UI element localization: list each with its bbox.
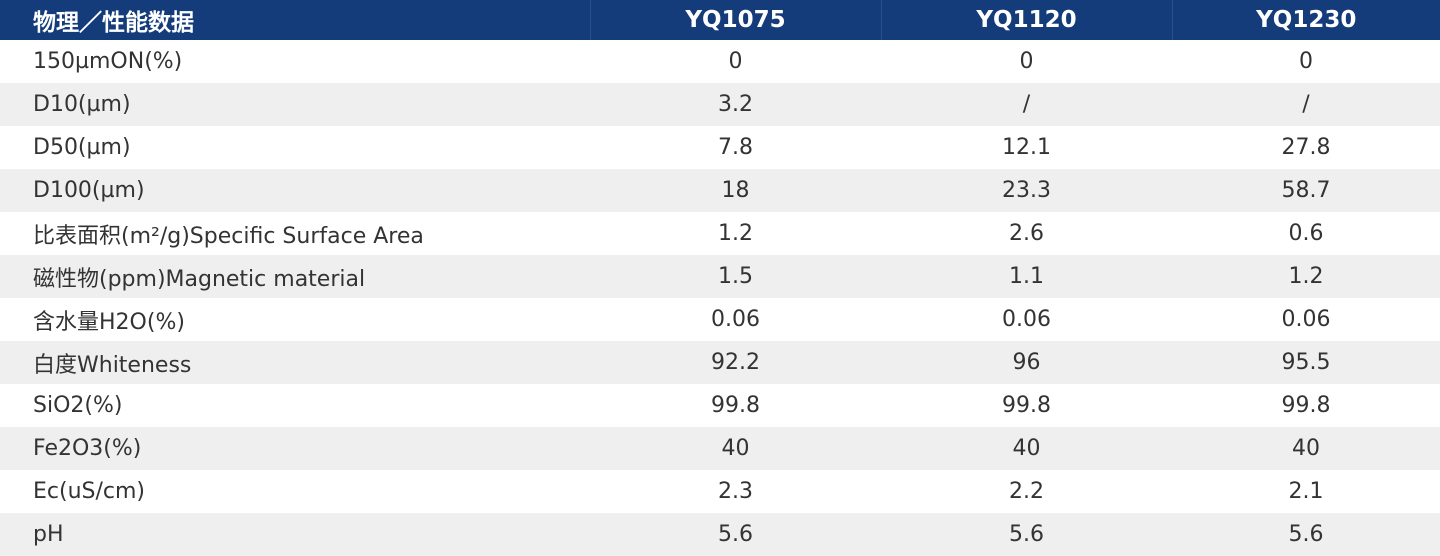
table-row: D50(µm) 7.8 12.1 27.8: [0, 126, 1440, 169]
row-label: Ec(uS/cm): [0, 470, 590, 513]
row-label: SiO2(%): [0, 384, 590, 427]
cell-value: 2.2: [881, 470, 1172, 513]
header-cell-yq1120: YQ1120: [881, 0, 1173, 40]
table-row: 含水量H2O(%) 0.06 0.06 0.06: [0, 298, 1440, 341]
cell-value: 0.06: [881, 298, 1172, 341]
header-row: 物理／性能数据 YQ1075 YQ1120 YQ1230: [0, 0, 1440, 40]
cell-value: 1.2: [1172, 255, 1440, 298]
cell-value: 96: [881, 341, 1172, 384]
row-label: 白度Whiteness: [0, 341, 590, 384]
cell-value: /: [1172, 83, 1440, 126]
cell-value: 5.6: [1172, 513, 1440, 556]
row-label: Fe2O3(%): [0, 427, 590, 470]
cell-value: 12.1: [881, 126, 1172, 169]
cell-value: 40: [1172, 427, 1440, 470]
cell-value: 5.6: [590, 513, 881, 556]
row-label: 含水量H2O(%): [0, 298, 590, 341]
cell-value: 95.5: [1172, 341, 1440, 384]
cell-value: 99.8: [590, 384, 881, 427]
header-cell-yq1075: YQ1075: [590, 0, 882, 40]
cell-value: 0.06: [1172, 298, 1440, 341]
header-cell-yq1230: YQ1230: [1172, 0, 1440, 40]
table-row: 比表面积(m²/g)Specific Surface Area 1.2 2.6 …: [0, 212, 1440, 255]
cell-value: 99.8: [1172, 384, 1440, 427]
cell-value: 2.1: [1172, 470, 1440, 513]
cell-value: 0: [881, 40, 1172, 83]
table-row: Fe2O3(%) 40 40 40: [0, 427, 1440, 470]
header-cell-property: 物理／性能数据: [0, 0, 591, 40]
table-row: 磁性物(ppm)Magnetic material 1.5 1.1 1.2: [0, 255, 1440, 298]
table-row: D10(µm) 3.2 / /: [0, 83, 1440, 126]
table-row: pH 5.6 5.6 5.6: [0, 513, 1440, 556]
cell-value: 92.2: [590, 341, 881, 384]
row-label: D50(µm): [0, 126, 590, 169]
row-label: 比表面积(m²/g)Specific Surface Area: [0, 212, 590, 255]
cell-value: 3.2: [590, 83, 881, 126]
row-label: D10(µm): [0, 83, 590, 126]
cell-value: 1.1: [881, 255, 1172, 298]
cell-value: 27.8: [1172, 126, 1440, 169]
cell-value: 1.2: [590, 212, 881, 255]
table-row: 白度Whiteness 92.2 96 95.5: [0, 341, 1440, 384]
table-row: 150µmON(%) 0 0 0: [0, 40, 1440, 83]
cell-value: 0.06: [590, 298, 881, 341]
table-body: 150µmON(%) 0 0 0 D10(µm) 3.2 / / D50(µm)…: [0, 40, 1440, 556]
row-label: 150µmON(%): [0, 40, 590, 83]
cell-value: 18: [590, 169, 881, 212]
row-label: pH: [0, 513, 590, 556]
cell-value: 2.3: [590, 470, 881, 513]
table-row: D100(µm) 18 23.3 58.7: [0, 169, 1440, 212]
table-row: Ec(uS/cm) 2.3 2.2 2.1: [0, 470, 1440, 513]
cell-value: 0: [1172, 40, 1440, 83]
cell-value: 99.8: [881, 384, 1172, 427]
cell-value: /: [881, 83, 1172, 126]
cell-value: 5.6: [881, 513, 1172, 556]
cell-value: 58.7: [1172, 169, 1440, 212]
cell-value: 23.3: [881, 169, 1172, 212]
cell-value: 2.6: [881, 212, 1172, 255]
cell-value: 7.8: [590, 126, 881, 169]
cell-value: 0: [590, 40, 881, 83]
table-row: SiO2(%) 99.8 99.8 99.8: [0, 384, 1440, 427]
cell-value: 40: [881, 427, 1172, 470]
cell-value: 0.6: [1172, 212, 1440, 255]
row-label: 磁性物(ppm)Magnetic material: [0, 255, 590, 298]
cell-value: 40: [590, 427, 881, 470]
table-header: 物理／性能数据 YQ1075 YQ1120 YQ1230: [0, 0, 1440, 40]
row-label: D100(µm): [0, 169, 590, 212]
cell-value: 1.5: [590, 255, 881, 298]
